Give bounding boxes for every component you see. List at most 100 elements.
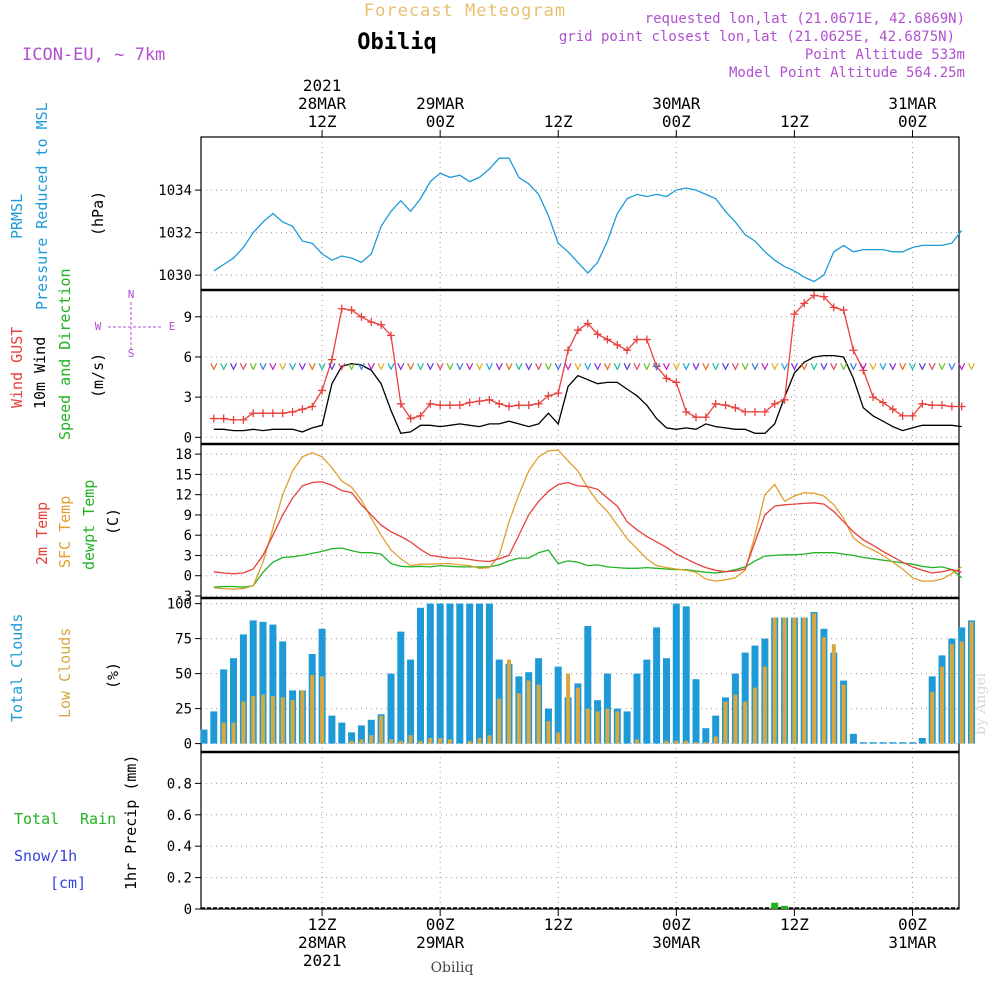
panel-precip: 0 0.2 0.4 0.6 0.8 <box>167 751 960 918</box>
gust-marker <box>337 304 346 313</box>
wind-direction-arrow <box>564 363 572 371</box>
gust-marker <box>465 398 474 407</box>
total-cloud-bar <box>869 742 877 744</box>
wind-direction-arrow <box>790 363 798 371</box>
label-speed-direction: Speed and Direction <box>56 268 74 440</box>
wind-direction-arrow <box>869 363 877 371</box>
gust-marker <box>534 399 543 408</box>
wind-direction-arrow <box>269 363 277 371</box>
wind-direction-arrow <box>938 363 946 371</box>
low-cloud-bar <box>526 680 531 744</box>
gust-marker <box>878 398 887 407</box>
bottom-time-label: 29MAR <box>416 933 465 952</box>
low-cloud-bar <box>762 666 767 744</box>
low-cloud-bar <box>635 739 639 744</box>
total-cloud-bar <box>485 603 493 744</box>
wind-direction-arrow <box>918 363 926 371</box>
wind-direction-arrow <box>535 363 543 371</box>
gust-marker <box>770 399 779 408</box>
total-cloud-bar <box>899 742 907 744</box>
low-cloud-bar <box>418 740 423 744</box>
low-cloud-bar <box>684 740 689 744</box>
total-cloud-bar <box>426 603 434 744</box>
total-cloud-bar <box>653 627 661 744</box>
total-cloud-bar <box>446 603 454 744</box>
total-cloud-bar <box>328 715 336 744</box>
gust-marker <box>554 389 563 398</box>
panel-pressure: 1030 1032 1034 <box>158 136 960 291</box>
low-cloud-bar <box>359 739 364 744</box>
wind-direction-arrow <box>210 363 218 371</box>
gust-marker <box>583 319 592 328</box>
wind-direction-arrow <box>220 363 228 371</box>
low-cloud-bar <box>379 715 384 744</box>
wind-gust-line <box>213 294 962 421</box>
wind-speed-line <box>213 354 962 435</box>
gust-marker <box>426 399 435 408</box>
total-cloud-bar <box>230 658 237 744</box>
gust-marker <box>849 346 858 355</box>
low-cloud-bar <box>290 700 295 744</box>
wind-direction-arrow <box>594 363 602 371</box>
total-cloud-bar <box>348 732 356 744</box>
top-time-label: 00Z <box>898 112 927 131</box>
credit-watermark: by Angel <box>973 672 989 735</box>
gust-marker <box>524 401 533 410</box>
low-cloud-bar <box>575 687 580 744</box>
gust-marker <box>928 401 937 410</box>
label-prmsl: PRMSL <box>8 194 26 239</box>
low-cloud-bar <box>241 701 246 744</box>
wind-direction-arrow <box>613 363 621 371</box>
gust-marker <box>731 403 740 412</box>
gust-marker <box>593 330 602 339</box>
wind-direction-arrow <box>515 363 523 371</box>
low-cloud-bar <box>300 690 305 744</box>
wind-direction-arrow <box>229 363 238 371</box>
wind-direction-arrow <box>781 363 789 371</box>
wind-direction-arrow <box>731 363 739 371</box>
total-cloud-bar <box>702 728 710 744</box>
low-cloud-bar <box>792 617 797 744</box>
gust-marker <box>780 395 789 404</box>
wind-direction-arrow <box>357 363 365 371</box>
label-sfc-temp: SFC Temp <box>56 496 74 568</box>
wind-direction-arrow <box>416 363 425 371</box>
top-time-label: 00Z <box>662 112 691 131</box>
gust-marker <box>692 413 700 422</box>
total-cloud-bar <box>554 666 562 744</box>
bottom-time-label: 00Z <box>662 915 691 934</box>
y-tick-label: 0.6 <box>167 808 192 824</box>
top-time-label: 12Z <box>780 112 809 131</box>
y-tick-label: 6 <box>184 528 192 544</box>
low-cloud-bar <box>772 617 777 744</box>
bottom-time-label: 12Z <box>544 915 573 934</box>
total-cloud-bar <box>239 634 247 744</box>
total-cloud-bar <box>456 603 464 744</box>
gust-marker <box>869 393 878 402</box>
top-time-label: 00Z <box>426 112 455 131</box>
wind-direction-arrow <box>318 363 326 371</box>
gust-marker <box>701 413 710 422</box>
label-ms: (m/s) <box>89 353 107 398</box>
low-cloud-bar <box>703 742 708 744</box>
meteogram-title: Forecast Meteogram <box>364 1 566 21</box>
panel-frame <box>200 751 960 910</box>
gust-marker <box>672 378 681 387</box>
gust-marker <box>957 402 966 411</box>
total-cloud-bar <box>279 641 287 744</box>
low-cloud-bar <box>251 696 256 744</box>
gust-marker <box>229 415 238 424</box>
y-tick-label: 3 <box>184 548 192 564</box>
dewpoint-line <box>213 547 963 588</box>
low-cloud-bar <box>930 691 935 744</box>
y-tick-label: 0.8 <box>167 776 192 792</box>
wind-direction-arrow <box>466 363 474 371</box>
gust-marker <box>288 407 297 416</box>
gust-marker <box>819 292 828 301</box>
plot-layer: 1030103210340369-30369121518025507510000… <box>158 76 976 970</box>
low-cloud-bar <box>467 740 472 744</box>
total-cloud-bar <box>584 626 592 744</box>
total-cloud-bar <box>741 652 749 744</box>
gust-marker <box>682 407 691 416</box>
y-tick-label: 75 <box>175 632 192 648</box>
